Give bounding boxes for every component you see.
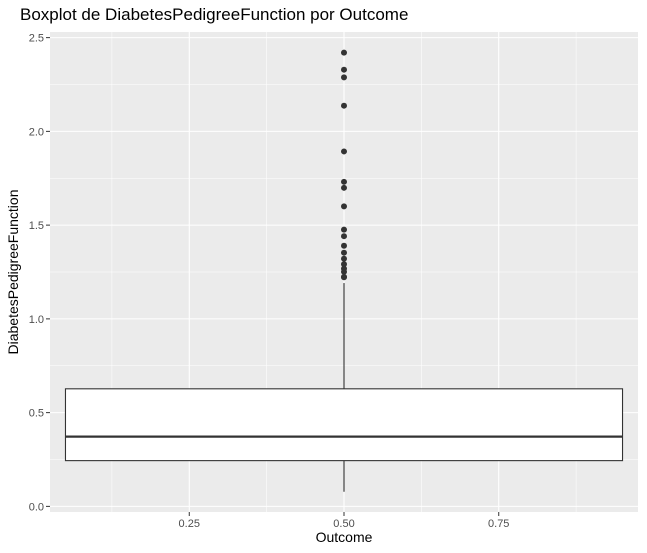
y-tick-label: 2.5 xyxy=(29,33,44,45)
outlier-point xyxy=(341,148,347,155)
outlier-point xyxy=(341,49,347,56)
outlier-point xyxy=(341,102,347,109)
outlier-point xyxy=(341,261,347,268)
boxplot-series xyxy=(64,49,624,492)
outlier-point xyxy=(341,233,347,240)
outlier-point xyxy=(341,255,347,262)
x-tick-label: 0.75 xyxy=(488,518,509,530)
outlier-point xyxy=(341,226,347,233)
x-tick-label: 0.50 xyxy=(333,518,354,530)
outlier-point xyxy=(341,66,347,73)
y-tick-label: 1.5 xyxy=(29,220,44,232)
x-tick-label: 0.25 xyxy=(179,518,200,530)
x-axis: 0.25 0.50 0.75 xyxy=(179,512,509,530)
outlier-point xyxy=(341,273,347,280)
outlier-point xyxy=(341,249,347,256)
outlier-point xyxy=(341,74,347,81)
outlier-points xyxy=(341,49,347,281)
y-tick-label: 2.0 xyxy=(29,126,44,138)
y-tick-label: 0.0 xyxy=(29,501,44,513)
outlier-point xyxy=(341,265,347,272)
y-tick-label: 1.0 xyxy=(29,314,44,326)
x-axis-title: Outcome xyxy=(316,529,373,545)
y-axis: 0.0 0.5 1.0 1.5 2.0 2.5 xyxy=(29,33,50,513)
outlier-point xyxy=(341,242,347,249)
outlier-point xyxy=(341,178,347,185)
y-axis-title: DiabetesPedigreeFunction xyxy=(5,190,21,355)
chart-title: Boxplot de DiabetesPedigreeFunction por … xyxy=(20,5,408,24)
outlier-point xyxy=(341,184,347,191)
interquartile-box xyxy=(64,388,624,462)
y-tick-label: 0.5 xyxy=(29,408,44,420)
outlier-point xyxy=(341,203,347,210)
